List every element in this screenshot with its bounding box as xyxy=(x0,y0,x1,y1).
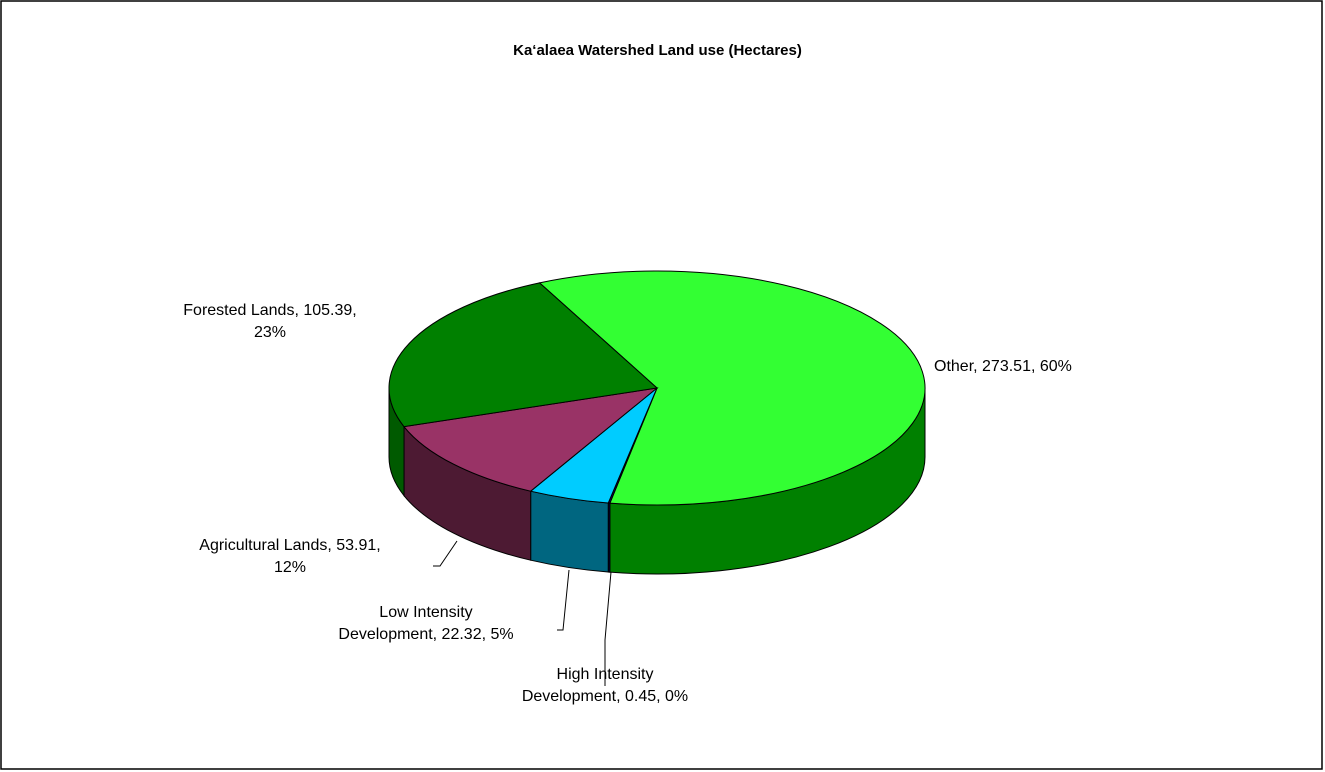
data-label: High Intensity Development, 0.45, 0% xyxy=(521,666,689,705)
pie-slice xyxy=(538,270,926,506)
data-label: Agricultural Lands, 53.91, 12% xyxy=(199,537,381,576)
chart-title: Ka‘alaea Watershed Land use (Hectares) xyxy=(513,42,802,59)
pie-slice-side xyxy=(530,490,609,573)
leader-line xyxy=(557,569,570,631)
data-label: Other, 273.51, 60% xyxy=(934,358,1072,375)
pie-slice xyxy=(403,387,659,492)
data-label: Forested Lands, 105.39, 23% xyxy=(183,302,357,341)
pie-tops xyxy=(388,270,926,506)
leader-line xyxy=(604,571,612,686)
data-label: Low Intensity Development, 22.32, 5% xyxy=(338,604,514,643)
leader-line xyxy=(433,540,458,567)
pie-slice xyxy=(388,282,659,428)
